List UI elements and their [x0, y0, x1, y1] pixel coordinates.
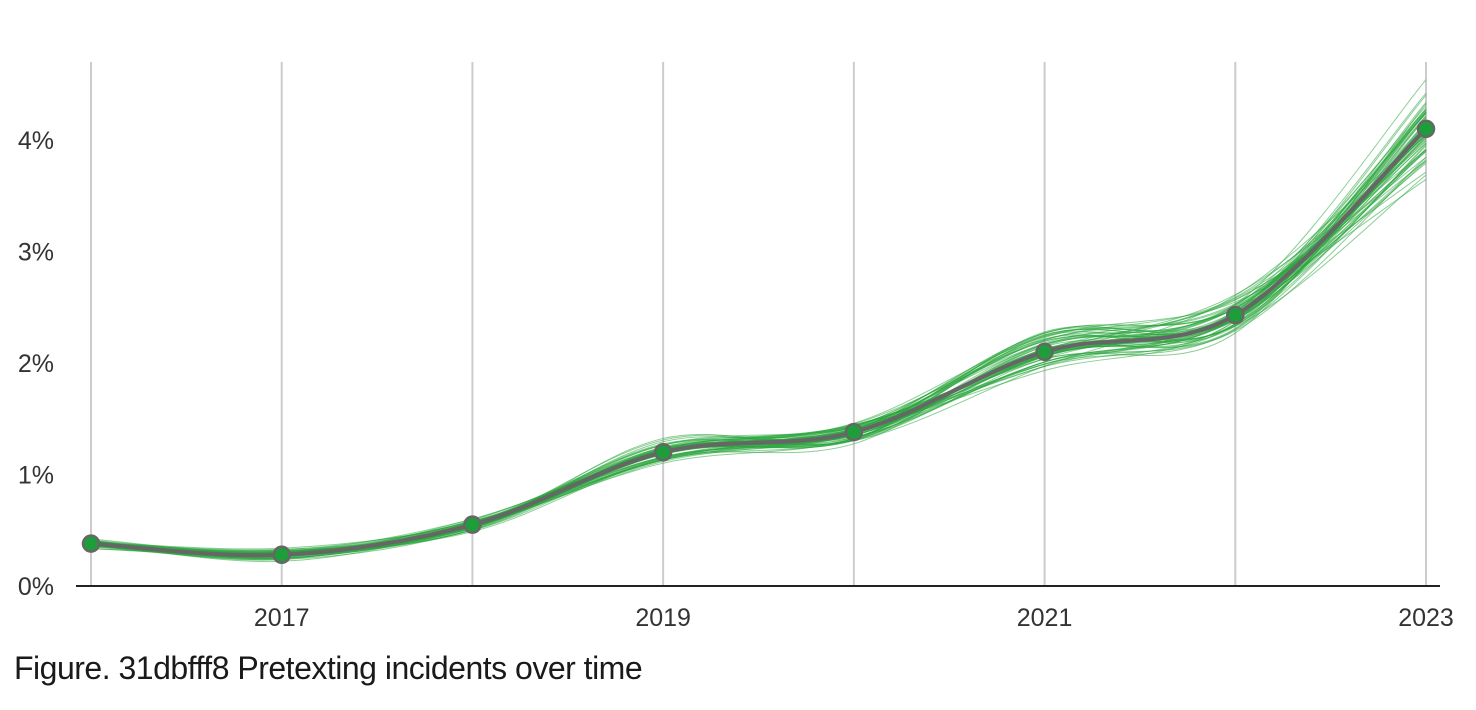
data-point-marker	[272, 545, 291, 565]
uncertainty-line	[90, 161, 1427, 555]
y-tick-label: 3%	[18, 239, 54, 267]
uncertainty-line	[90, 130, 1427, 555]
chart-container: 0% 1% 2% 3% 4% 2017 2019 2021 2023	[18, 62, 1454, 632]
uncertainty-line	[90, 139, 1427, 561]
uncertainty-line	[90, 134, 1427, 557]
uncertainty-line	[90, 112, 1427, 563]
uncertainty-line	[90, 133, 1427, 552]
uncertainty-line	[90, 130, 1427, 560]
uncertainty-line	[90, 150, 1427, 558]
uncertainty-line	[90, 142, 1427, 553]
uncertainty-line	[90, 117, 1427, 556]
uncertainty-line	[90, 143, 1427, 560]
median-series	[81, 119, 1436, 565]
x-tick-label: 2021	[1017, 604, 1073, 632]
uncertainty-line	[90, 123, 1427, 557]
y-tick-label: 0%	[18, 573, 54, 601]
uncertainty-line	[90, 122, 1427, 555]
uncertainty-line	[90, 171, 1427, 552]
data-point-marker	[653, 442, 673, 462]
uncertainty-line	[90, 136, 1427, 557]
y-tick-label: 1%	[18, 462, 54, 490]
uncertainty-line	[90, 117, 1427, 558]
data-point-marker	[1035, 342, 1054, 362]
line-chart: 0% 1% 2% 3% 4% 2017 2019 2021 2023	[18, 62, 1454, 632]
data-point-marker	[81, 534, 101, 553]
uncertainty-line	[90, 157, 1427, 557]
uncertainty-line	[90, 144, 1427, 558]
data-point-marker	[844, 422, 864, 442]
uncertainty-line	[90, 122, 1427, 553]
uncertainty-line	[90, 140, 1427, 557]
y-tick-label: 4%	[18, 127, 54, 155]
uncertainty-line	[90, 135, 1427, 555]
uncertainty-line	[90, 79, 1427, 552]
uncertainty-line	[90, 115, 1427, 560]
uncertainty-line	[90, 126, 1427, 561]
uncertainty-line	[90, 174, 1427, 555]
uncertainty-line	[90, 162, 1427, 555]
uncertainty-line	[90, 179, 1427, 555]
uncertainty-line	[90, 124, 1427, 557]
uncertainty-line	[90, 151, 1427, 553]
data-point-marker	[1416, 119, 1436, 139]
uncertainty-line	[90, 103, 1427, 553]
uncertainty-line	[90, 148, 1427, 559]
uncertainty-line	[90, 157, 1427, 558]
uncertainty-line	[90, 131, 1427, 555]
gridlines	[90, 62, 1427, 586]
uncertainty-line	[90, 109, 1427, 555]
uncertainty-line	[90, 160, 1427, 554]
uncertainty-line	[90, 108, 1427, 557]
uncertainty-line	[90, 149, 1427, 555]
uncertainty-line	[90, 148, 1427, 555]
uncertainty-line	[90, 135, 1427, 557]
y-tick-label: 2%	[18, 350, 54, 378]
x-tick-label: 2019	[635, 604, 691, 632]
uncertainty-line	[90, 145, 1427, 559]
x-tick-label: 2023	[1398, 604, 1454, 632]
uncertainty-line	[90, 129, 1427, 556]
uncertainty-line	[90, 137, 1427, 554]
data-point-marker	[463, 515, 482, 534]
uncertainty-line	[90, 149, 1427, 554]
figure-caption: Figure. 31dbfff8 Pretexting incidents ov…	[14, 650, 643, 686]
uncertainty-line	[90, 134, 1427, 554]
x-tick-label: 2017	[254, 604, 310, 632]
uncertainty-line	[90, 138, 1427, 551]
uncertainty-line	[90, 159, 1427, 558]
data-point-marker	[1226, 305, 1245, 325]
median-line	[90, 127, 1428, 558]
uncertainty-line	[90, 132, 1427, 556]
tick-labels: 0% 1% 2% 3% 4% 2017 2019 2021 2023	[18, 127, 1454, 632]
